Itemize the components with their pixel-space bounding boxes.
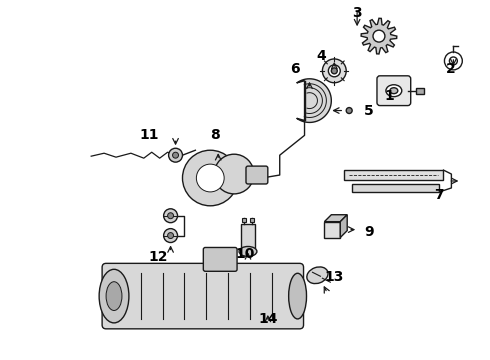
- Circle shape: [168, 213, 173, 219]
- Circle shape: [168, 233, 173, 239]
- Circle shape: [164, 229, 177, 243]
- Ellipse shape: [210, 252, 230, 266]
- Text: 1: 1: [384, 89, 394, 103]
- FancyBboxPatch shape: [102, 264, 303, 329]
- Text: 11: 11: [139, 129, 158, 142]
- Text: 4: 4: [317, 49, 326, 63]
- Text: 7: 7: [434, 188, 443, 202]
- FancyBboxPatch shape: [246, 166, 268, 184]
- Circle shape: [169, 148, 182, 162]
- FancyBboxPatch shape: [377, 76, 411, 105]
- Polygon shape: [296, 79, 331, 122]
- FancyBboxPatch shape: [242, 218, 246, 222]
- Circle shape: [346, 108, 352, 113]
- Polygon shape: [361, 18, 397, 54]
- Circle shape: [214, 154, 254, 194]
- Ellipse shape: [99, 269, 129, 323]
- FancyBboxPatch shape: [203, 247, 237, 271]
- FancyBboxPatch shape: [344, 170, 443, 180]
- FancyBboxPatch shape: [324, 222, 340, 238]
- FancyBboxPatch shape: [416, 88, 424, 94]
- Circle shape: [164, 209, 177, 223]
- FancyBboxPatch shape: [352, 184, 440, 192]
- Circle shape: [328, 65, 340, 77]
- Ellipse shape: [289, 273, 307, 319]
- Text: 12: 12: [149, 251, 169, 264]
- Text: 5: 5: [364, 104, 374, 118]
- Text: 13: 13: [324, 270, 344, 284]
- Text: 10: 10: [235, 247, 255, 261]
- FancyBboxPatch shape: [250, 218, 254, 222]
- Text: 6: 6: [290, 62, 299, 76]
- Circle shape: [172, 152, 178, 158]
- Circle shape: [373, 30, 385, 42]
- Ellipse shape: [390, 88, 398, 94]
- Text: 14: 14: [258, 312, 277, 326]
- Text: 3: 3: [352, 6, 362, 20]
- Circle shape: [196, 164, 224, 192]
- Circle shape: [331, 68, 337, 74]
- Ellipse shape: [307, 267, 328, 284]
- Circle shape: [182, 150, 238, 206]
- Circle shape: [322, 59, 346, 83]
- Ellipse shape: [239, 247, 257, 256]
- FancyBboxPatch shape: [241, 224, 255, 249]
- Ellipse shape: [106, 282, 122, 310]
- Text: 2: 2: [445, 62, 455, 76]
- Polygon shape: [324, 215, 347, 222]
- Text: 8: 8: [210, 129, 220, 142]
- Ellipse shape: [386, 85, 402, 96]
- Text: 9: 9: [364, 225, 374, 239]
- Polygon shape: [340, 215, 347, 238]
